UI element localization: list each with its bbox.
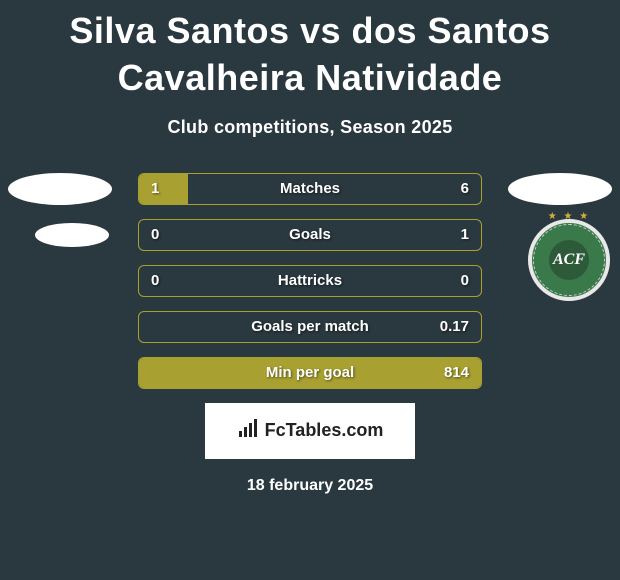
page-subtitle: Club competitions, Season 2025	[0, 117, 620, 138]
stat-value-right: 814	[444, 358, 469, 388]
player2-badge-1	[508, 173, 612, 205]
stat-value-left: 0	[151, 266, 159, 296]
stat-row: Min per goal814	[138, 357, 482, 389]
stat-row: Hattricks0 0	[138, 265, 482, 297]
date-label: 18 february 2025	[0, 477, 620, 495]
stat-rows: Matches16Goals01Hattricks00Goals per mat…	[138, 173, 482, 389]
player1-badge-1	[8, 173, 112, 205]
stat-value-right: 1	[461, 220, 469, 250]
stat-row: Goals per match0.17	[138, 311, 482, 343]
chart-icon	[237, 417, 259, 444]
stat-label: Goals	[139, 220, 481, 250]
player1-badge-2	[35, 223, 109, 247]
emblem-letters: ACF	[549, 240, 589, 280]
stat-value-right: 0	[461, 266, 469, 296]
comparison-content: ★ ★ ★ ACF Matches16Goals01Hattricks00Goa…	[0, 173, 620, 495]
stat-label: Hattricks	[139, 266, 481, 296]
stat-value-left: 1	[151, 174, 159, 204]
stat-row: Goals0 1	[138, 219, 482, 251]
logo-text: FcTables.com	[265, 420, 384, 441]
stat-value-right: 0.17	[440, 312, 469, 342]
logo-box: FcTables.com	[205, 403, 415, 459]
player2-club-emblem: ★ ★ ★ ACF	[528, 219, 610, 301]
emblem-stars-icon: ★ ★ ★	[548, 211, 590, 222]
stat-label: Min per goal	[139, 358, 481, 388]
page-title: Silva Santos vs dos Santos Cavalheira Na…	[0, 0, 620, 102]
stat-label: Goals per match	[139, 312, 481, 342]
stat-row: Matches1 6	[138, 173, 482, 205]
stat-value-right: 6	[461, 174, 469, 204]
stat-value-left: 0	[151, 220, 159, 250]
stat-label: Matches	[139, 174, 481, 204]
